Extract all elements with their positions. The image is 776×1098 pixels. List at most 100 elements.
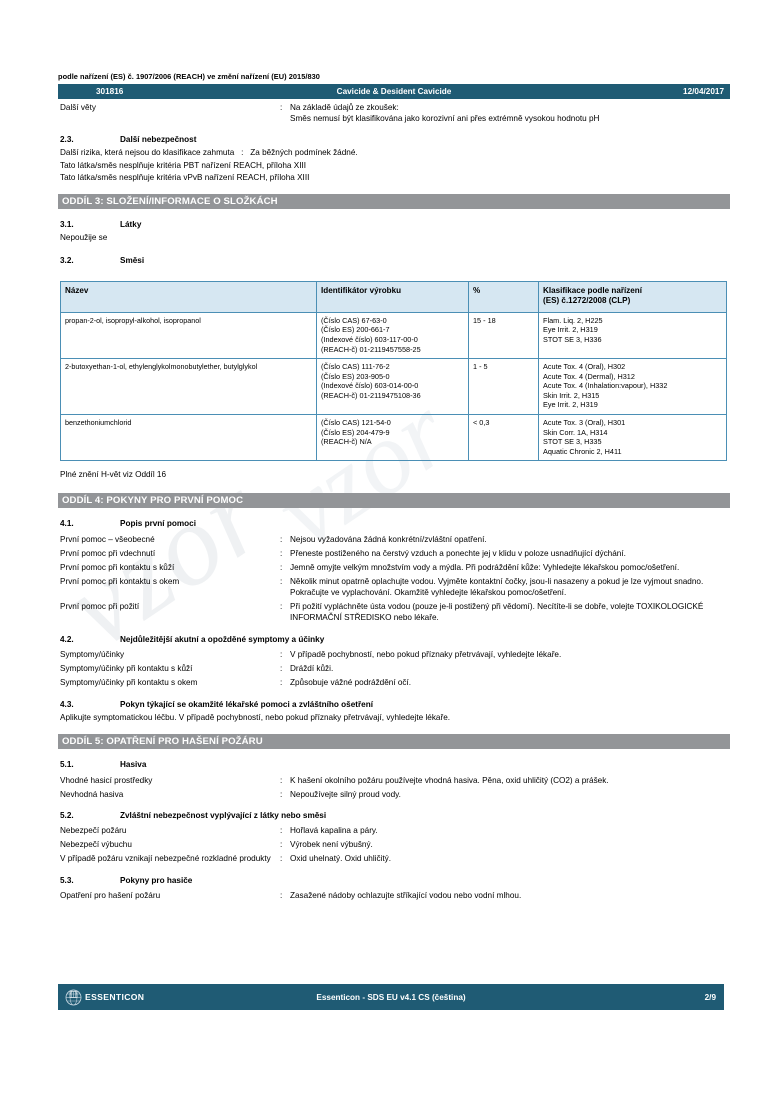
hazard-class: STOT SE 3, H336	[543, 334, 602, 344]
substance-classification: Acute Tox. 4 (Oral), H302 Acute Tox. 4 (…	[538, 358, 727, 416]
extinguishing-value: K hašení okolního požáru používejte vhod…	[290, 775, 609, 785]
h-phrases-note: Plné znění H-vět viz Oddíl 16	[60, 470, 167, 480]
first-aid-value: Nejsou vyžadována žádná konkrétní/zvlášt…	[290, 534, 487, 544]
first-aid-row: První pomoc při kontaktu s kůží : Jemně …	[58, 559, 730, 573]
subsection-4-2-heading: 4.2. Nejdůležitější akutní a opožděné sy…	[58, 624, 730, 647]
column-header-classification-line-2: (ES) č.1272/2008 (CLP)	[543, 296, 631, 306]
colon-separator: :	[280, 562, 283, 572]
company-logo: ESSENTICON	[58, 989, 144, 1006]
section-3-banner: ODDÍL 3: SLOŽENÍ/INFORMACE O SLOŽKÁCH	[58, 194, 730, 210]
subsection-3-2-number: 3.2.	[60, 255, 74, 265]
further-statements-row: Další věty : Na základě údajů ze zkoušek…	[58, 99, 730, 124]
subsection-3-1-title: Látky	[120, 220, 142, 230]
identifier-ec: (Číslo ES) 204-479-9	[321, 427, 390, 437]
subsection-2-3-title: Další nebezpečnost	[120, 135, 197, 145]
hazard-class: Flam. Liq. 2, H225	[543, 315, 603, 325]
column-header-identifier: Identifikátor výrobku	[316, 280, 469, 313]
globe-icon	[65, 989, 82, 1006]
colon-separator: :	[280, 854, 283, 864]
firefighting-row: Opatření pro hašení požáru : Zasažené ná…	[58, 888, 730, 902]
colon-separator: :	[280, 650, 283, 660]
table-row: propan-2-ol, isopropyl-alkohol, isopropa…	[60, 311, 727, 360]
subsection-5-1-title: Hasiva	[120, 760, 147, 770]
substance-name: 2-butoxyethan-1-ol, ethylenglykolmonobut…	[60, 358, 317, 416]
special-hazard-label: V případě požáru vznikají nebezpečné roz…	[60, 854, 271, 864]
document-id: 301816	[96, 87, 124, 96]
special-hazard-value: Výrobek není výbušný.	[290, 840, 373, 850]
column-header-classification-line-1: Klasifikace podle nařízení	[543, 285, 642, 295]
other-risks-row: Další rizika, která nejsou do klasifikac…	[58, 147, 730, 160]
section-5-banner: ODDÍL 5: OPATŘENÍ PRO HAŠENÍ POŽÁRU	[58, 734, 730, 750]
hazard-class: STOT SE 3, H335	[543, 437, 602, 447]
subsection-2-3-number: 2.3.	[60, 135, 74, 145]
first-aid-label: První pomoc při požití	[60, 601, 140, 611]
special-hazard-value: Hořlavá kapalina a páry.	[290, 826, 378, 836]
document-product-title: Cavicide & Desident Cavicide	[336, 87, 452, 96]
special-hazard-value: Oxid uhelnatý. Oxid uhličitý.	[290, 854, 392, 864]
page-content: podle nařízení (ES) č. 1907/2006 (REACH)…	[58, 0, 730, 902]
column-header-classification: Klasifikace podle nařízení (ES) č.1272/2…	[538, 280, 727, 313]
colon-separator: :	[280, 601, 283, 611]
first-aid-label: První pomoc při kontaktu s kůží	[60, 562, 175, 572]
symptoms-row: Symptomy/účinky : V případě pochybností,…	[58, 647, 730, 661]
first-aid-row: První pomoc při vdechnutí : Přeneste pos…	[58, 545, 730, 559]
first-aid-row: První pomoc při kontaktu s okem : Několi…	[58, 573, 730, 598]
colon-separator: :	[280, 534, 283, 544]
symptoms-value: Dráždí kůži.	[290, 664, 334, 674]
first-aid-value: Jemně omyjte velkým množstvím vody a mýd…	[290, 562, 680, 572]
identifier-index: (Indexové číslo) 603-014-00-0	[321, 381, 419, 391]
substance-identifiers: (Číslo CAS) 111-76-2 (Číslo ES) 203-905-…	[316, 358, 469, 416]
subsection-4-3-heading: 4.3. Pokyn týkající se okamžité lékařské…	[58, 689, 730, 712]
identifier-reach: (REACH-č) N/A	[321, 437, 372, 447]
subsection-5-2-heading: 5.2. Zvláštní nebezpečnost vyplývající z…	[58, 800, 730, 823]
colon-separator: :	[280, 840, 283, 850]
hazard-class: Skin Irrit. 2, H315	[543, 390, 600, 400]
subsection-4-1-heading: 4.1. Popis první pomoci	[58, 508, 730, 531]
subsection-5-3-heading: 5.3. Pokyny pro hasiče	[58, 865, 730, 888]
subsection-5-3-title: Pokyny pro hasiče	[120, 875, 193, 885]
further-statements-label: Další věty	[60, 102, 96, 112]
subsection-4-2-number: 4.2.	[60, 634, 74, 644]
composition-table: Název Identifikátor výrobku % Klasifikac…	[60, 280, 727, 462]
first-aid-value: Několik minut opatrně oplachujte vodou. …	[290, 576, 704, 598]
symptoms-label: Symptomy/účinky při kontaktu s okem	[60, 678, 198, 688]
further-statements-line-1: Na základě údajů ze zkoušek:	[290, 102, 399, 112]
subsection-5-2-title: Zvláštní nebezpečnost vyplývající z látk…	[120, 810, 327, 820]
substance-identifiers: (Číslo CAS) 67-63-0 (Číslo ES) 200-661-7…	[316, 311, 469, 360]
first-aid-row: První pomoc při požití : Při požití vypl…	[58, 598, 730, 623]
substance-identifiers: (Číslo CAS) 121-54-0 (Číslo ES) 204-479-…	[316, 414, 469, 462]
identifier-ec: (Číslo ES) 200-661-7	[321, 325, 390, 335]
subsection-4-1-number: 4.1.	[60, 519, 74, 529]
subsection-5-2-number: 5.2.	[60, 810, 74, 820]
footer-document-version: Essenticon - SDS EU v4.1 CS (čeština)	[316, 992, 466, 1002]
medical-treatment-text: Aplikujte symptomatickou léčbu. V případ…	[60, 712, 451, 722]
identifier-reach: (REACH-č) 01-2119475108-36	[321, 390, 421, 400]
subsection-4-3-number: 4.3.	[60, 699, 74, 709]
column-header-percent: %	[468, 280, 539, 313]
special-hazard-label: Nebezpečí výbuchu	[60, 840, 132, 850]
further-statements-line-2: Směs nemusí být klasifikována jako koroz…	[290, 113, 600, 123]
colon-separator: :	[280, 891, 283, 901]
table-row: 2-butoxyethan-1-ol, ethylenglykolmonobut…	[60, 358, 727, 416]
substance-percent: 15 - 18	[468, 311, 539, 360]
substance-classification: Flam. Liq. 2, H225 Eye Irrit. 2, H319 ST…	[538, 311, 727, 360]
hazard-class: Acute Tox. 4 (Oral), H302	[543, 362, 626, 372]
special-hazard-row: Nebezpečí výbuchu : Výrobek není výbušný…	[58, 837, 730, 851]
colon-separator: :	[280, 548, 283, 558]
symptoms-row: Symptomy/účinky při kontaktu s okem : Zp…	[58, 675, 730, 689]
hazard-class: Eye Irrit. 2, H319	[543, 325, 598, 335]
subsection-4-1-title: Popis první pomoci	[120, 519, 196, 529]
hazard-class: Acute Tox. 4 (Inhalation:vapour), H332	[543, 381, 668, 391]
symptoms-value: Způsobuje vážné podráždění očí.	[290, 678, 412, 688]
substances-text: Nepoužije se	[60, 233, 108, 243]
symptoms-value: V případě pochybností, nebo pokud přízna…	[290, 650, 562, 660]
hazard-class: Skin Corr. 1A, H314	[543, 427, 608, 437]
identifier-cas: (Číslo CAS) 121-54-0	[321, 418, 391, 428]
subsection-2-3-heading: 2.3. Další nebezpečnost	[58, 124, 730, 147]
subsection-5-1-heading: 5.1. Hasiva	[58, 749, 730, 772]
first-aid-label: První pomoc při kontaktu s okem	[60, 576, 180, 586]
hazard-class: Acute Tox. 3 (Oral), H301	[543, 418, 626, 428]
colon-separator: :	[280, 775, 283, 785]
other-risks-value: Za běžných podmínek žádné.	[250, 148, 358, 158]
hazard-class: Eye Irrit. 2, H319	[543, 400, 598, 410]
